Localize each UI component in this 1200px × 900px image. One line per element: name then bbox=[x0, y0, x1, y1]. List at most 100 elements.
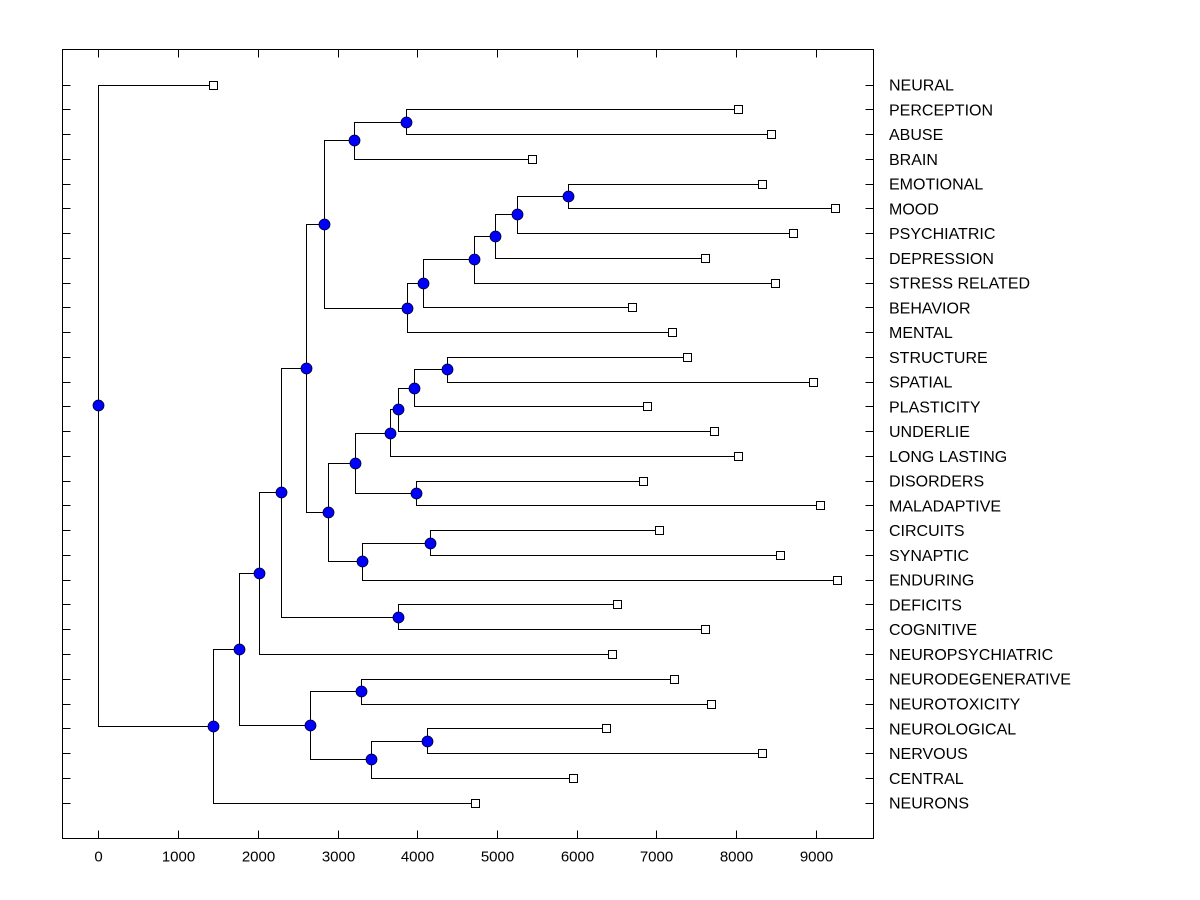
leaf-label-circuits: CIRCUITS bbox=[889, 523, 965, 540]
leaf-label-perception: PERCEPTION bbox=[889, 102, 993, 119]
dendrogram-link bbox=[416, 481, 644, 494]
cluster-node bbox=[392, 403, 405, 416]
leaf-marker bbox=[608, 650, 617, 659]
leaf-label-maladaptive: MALADAPTIVE bbox=[889, 498, 1001, 515]
x-tick-label: 7000 bbox=[640, 849, 673, 866]
cluster-node bbox=[441, 363, 454, 376]
leaf-marker bbox=[734, 105, 743, 114]
cluster-node bbox=[207, 720, 220, 733]
leaf-marker bbox=[771, 279, 780, 288]
dendrogram-link bbox=[495, 214, 518, 237]
dendrogram-link bbox=[517, 214, 794, 234]
dendrogram-link bbox=[427, 728, 607, 742]
leaf-label-depression: DEPRESSION bbox=[889, 251, 994, 268]
cluster-node bbox=[356, 555, 369, 568]
dendrogram-link bbox=[474, 236, 496, 260]
x-axis: 0 1000 2000 3000 4000 5000 6000 7000 8000 9000 bbox=[94, 49, 833, 866]
dendrogram-link bbox=[398, 617, 706, 630]
dendrogram-link bbox=[517, 196, 569, 215]
dendrogram-link bbox=[423, 259, 475, 284]
dendrogram-link bbox=[98, 405, 214, 727]
x-tick-label: 9000 bbox=[800, 849, 833, 866]
dendrogram-link bbox=[423, 283, 633, 308]
dendrogram-link bbox=[430, 530, 660, 544]
cluster-node bbox=[322, 506, 335, 519]
dendrogram-link bbox=[430, 543, 781, 556]
cluster-node bbox=[365, 753, 378, 766]
leaf-markers bbox=[209, 81, 842, 808]
cluster-node bbox=[468, 253, 481, 266]
leaf-marker bbox=[683, 353, 692, 362]
dendrogram-link bbox=[371, 741, 428, 760]
leaf-label-neurodegenerative: NEURODEGENERATIVE bbox=[889, 672, 1071, 689]
leaf-marker bbox=[569, 774, 578, 783]
dendrogram-link bbox=[354, 122, 407, 141]
dendrogram-link bbox=[98, 85, 214, 406]
dendrogram-link bbox=[281, 492, 399, 618]
dendrogram-link bbox=[414, 388, 648, 407]
cluster-node bbox=[562, 190, 575, 203]
leaf-label-nervous: NERVOUS bbox=[889, 746, 968, 763]
leaf-marker bbox=[789, 229, 798, 238]
leaf-marker bbox=[734, 452, 743, 461]
dendrogram-link bbox=[398, 409, 715, 432]
dendrogram-link bbox=[328, 463, 356, 513]
cluster-node bbox=[401, 302, 414, 315]
leaf-marker bbox=[613, 600, 622, 609]
dendrogram-link bbox=[568, 196, 836, 209]
dendrogram-link bbox=[328, 512, 363, 562]
leaf-label-plasticity: PLASTICITY bbox=[889, 399, 981, 416]
cluster-node bbox=[392, 611, 405, 624]
dendrogram-link bbox=[427, 741, 763, 754]
cluster-node bbox=[318, 218, 331, 231]
dendrogram-link bbox=[447, 369, 814, 383]
dendrogram-links bbox=[98, 85, 838, 804]
leaf-label-neurological: NEUROLOGICAL bbox=[889, 721, 1016, 738]
leaf-label-deficits: DEFICITS bbox=[889, 597, 962, 614]
leaf-label-structure: STRUCTURE bbox=[889, 350, 988, 367]
cluster-node bbox=[400, 116, 413, 129]
leaf-marker bbox=[831, 204, 840, 213]
dendrogram-link bbox=[447, 357, 688, 370]
cluster-node bbox=[92, 399, 105, 412]
y-axis-ticks bbox=[62, 85, 874, 804]
dendrogram-link bbox=[414, 369, 448, 389]
dendrogram-link bbox=[239, 573, 260, 650]
leaf-marker bbox=[628, 303, 637, 312]
leaf-marker bbox=[776, 551, 785, 560]
dendrogram-link bbox=[416, 493, 821, 506]
cluster-node bbox=[410, 487, 423, 500]
leaf-label-disorders: DISORDERS bbox=[889, 474, 984, 491]
cluster-node bbox=[424, 537, 437, 550]
leaf-marker bbox=[639, 477, 648, 486]
dendrogram-link bbox=[361, 691, 712, 705]
leaf-marker bbox=[670, 675, 679, 684]
dendrogram-link bbox=[406, 109, 739, 123]
leaf-label-underlie: UNDERLIE bbox=[889, 424, 970, 441]
cluster-node bbox=[304, 719, 317, 732]
cluster-node bbox=[253, 567, 266, 580]
leaf-label-synaptic: SYNAPTIC bbox=[889, 548, 969, 565]
dendrogram-link bbox=[281, 368, 307, 493]
leaf-label-abuse: ABUSE bbox=[889, 127, 943, 144]
dendrogram-link bbox=[355, 463, 417, 494]
dendrogram-link bbox=[355, 433, 391, 464]
x-tick-label: 8000 bbox=[720, 849, 753, 866]
dendrogram-link bbox=[398, 604, 618, 618]
leaf-label-cognitive: COGNITIVE bbox=[889, 622, 977, 639]
dendrogram-link bbox=[361, 679, 675, 692]
dendrogram-link bbox=[495, 236, 706, 259]
dendrogram-link bbox=[239, 649, 311, 726]
leaf-marker bbox=[758, 749, 767, 758]
dendrogram-link bbox=[213, 649, 240, 727]
dendrogram-link bbox=[310, 725, 372, 760]
leaf-label-psychiatric: PSYCHIATRIC bbox=[889, 226, 995, 243]
leaf-marker bbox=[767, 130, 776, 139]
leaf-marker bbox=[701, 625, 710, 634]
leaf-marker bbox=[710, 427, 719, 436]
leaf-label-spatial: SPATIAL bbox=[889, 375, 953, 392]
dendrogram-link bbox=[306, 368, 329, 513]
leaf-marker bbox=[655, 526, 664, 535]
leaf-marker bbox=[209, 81, 218, 90]
